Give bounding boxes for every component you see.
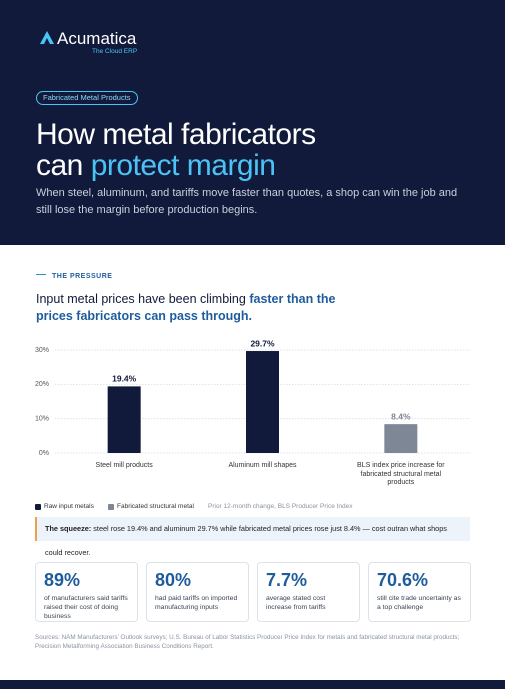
stat-value: 80% [155, 570, 192, 590]
stat-value: 89% [44, 570, 81, 590]
tag: Fabricated Metal Products [36, 91, 138, 105]
logo-icon [40, 31, 54, 44]
subtitle: When steel, aluminum, and tariffs move f… [36, 187, 458, 216]
title-text: can [36, 149, 83, 182]
legend-swatch [35, 504, 41, 510]
y-tick-label: 0% [39, 450, 49, 457]
headline-highlight: faster than the prices fabricators can p… [36, 292, 336, 323]
value-label: 8.4% [391, 411, 411, 421]
stat-text: had paid tariffs on imported manufacturi… [155, 595, 238, 611]
sources: Sources: NAM Manufacturers' Outlook surv… [35, 634, 460, 650]
brand-tagline: The Cloud ERP [92, 48, 138, 55]
chart-note: Prior 12-month change, BLS Producer Pric… [208, 503, 353, 510]
stat-text: of manufacturers said tariffs raised the… [44, 595, 128, 620]
headline: Input metal prices have been climbing fa… [36, 291, 346, 325]
value-label: 19.4% [112, 374, 137, 384]
bar [107, 386, 141, 453]
legend-label: Raw input metals [44, 503, 94, 510]
stat-text: average stated cost increase from tariff… [266, 595, 326, 611]
stat-value: 70.6% [377, 570, 429, 590]
title-highlight: protect margin [90, 149, 276, 182]
brand: Acumatica [57, 29, 137, 48]
callout-text: steel rose 19.4% and aluminum 29.7% whil… [45, 524, 447, 557]
title: can protect margin [36, 149, 276, 183]
rule [36, 274, 46, 275]
y-tick-label: 30% [35, 347, 49, 354]
x-tick-label: Aluminum mill shapes [228, 462, 297, 469]
section-label: THE PRESSURE [52, 273, 113, 280]
stat-value: 7.7% [266, 570, 308, 590]
x-tick-label: Steel mill products [95, 462, 153, 469]
y-tick-label: 10% [35, 416, 49, 423]
legend-swatch [108, 504, 114, 510]
stat-card: 89% of manufacturers said tariffs raised … [35, 562, 138, 622]
footer-bar [0, 680, 505, 689]
callout-lead: The squeeze: [45, 524, 92, 533]
stat-text: still cite trade uncertainty as a top ch… [377, 595, 461, 611]
y-tick-label: 20% [35, 381, 49, 388]
bar [246, 351, 279, 453]
title: How metal fabricators [36, 118, 316, 151]
x-tick-label: BLS index price increase for fabricated … [357, 462, 445, 486]
chart: 0% 10% 20% 30% 19.4% 29.7% 8.4% Steel mill pro… [0, 335, 505, 535]
value-label: 29.7% [250, 338, 275, 348]
stat-card: 70.6% still cite trade uncertainty as a t… [368, 562, 471, 622]
stat-card: 80% had paid tariffs on imported manufact… [146, 562, 249, 622]
callout: The squeeze: steel rose 19.4% and alumin… [35, 517, 470, 557]
bar [384, 424, 418, 453]
stat-card: 7.7% average stated cost increase from ta… [257, 562, 360, 622]
legend-label: Fabricated structural metal [117, 503, 194, 510]
chart-svg: 0% 10% 20% 30% 19.4% 29.7% 8.4% [35, 338, 470, 457]
headline-text: Input metal prices have been climbing [36, 292, 246, 306]
header: Acumatica The Cloud ERP Fabricated Metal… [0, 0, 505, 245]
